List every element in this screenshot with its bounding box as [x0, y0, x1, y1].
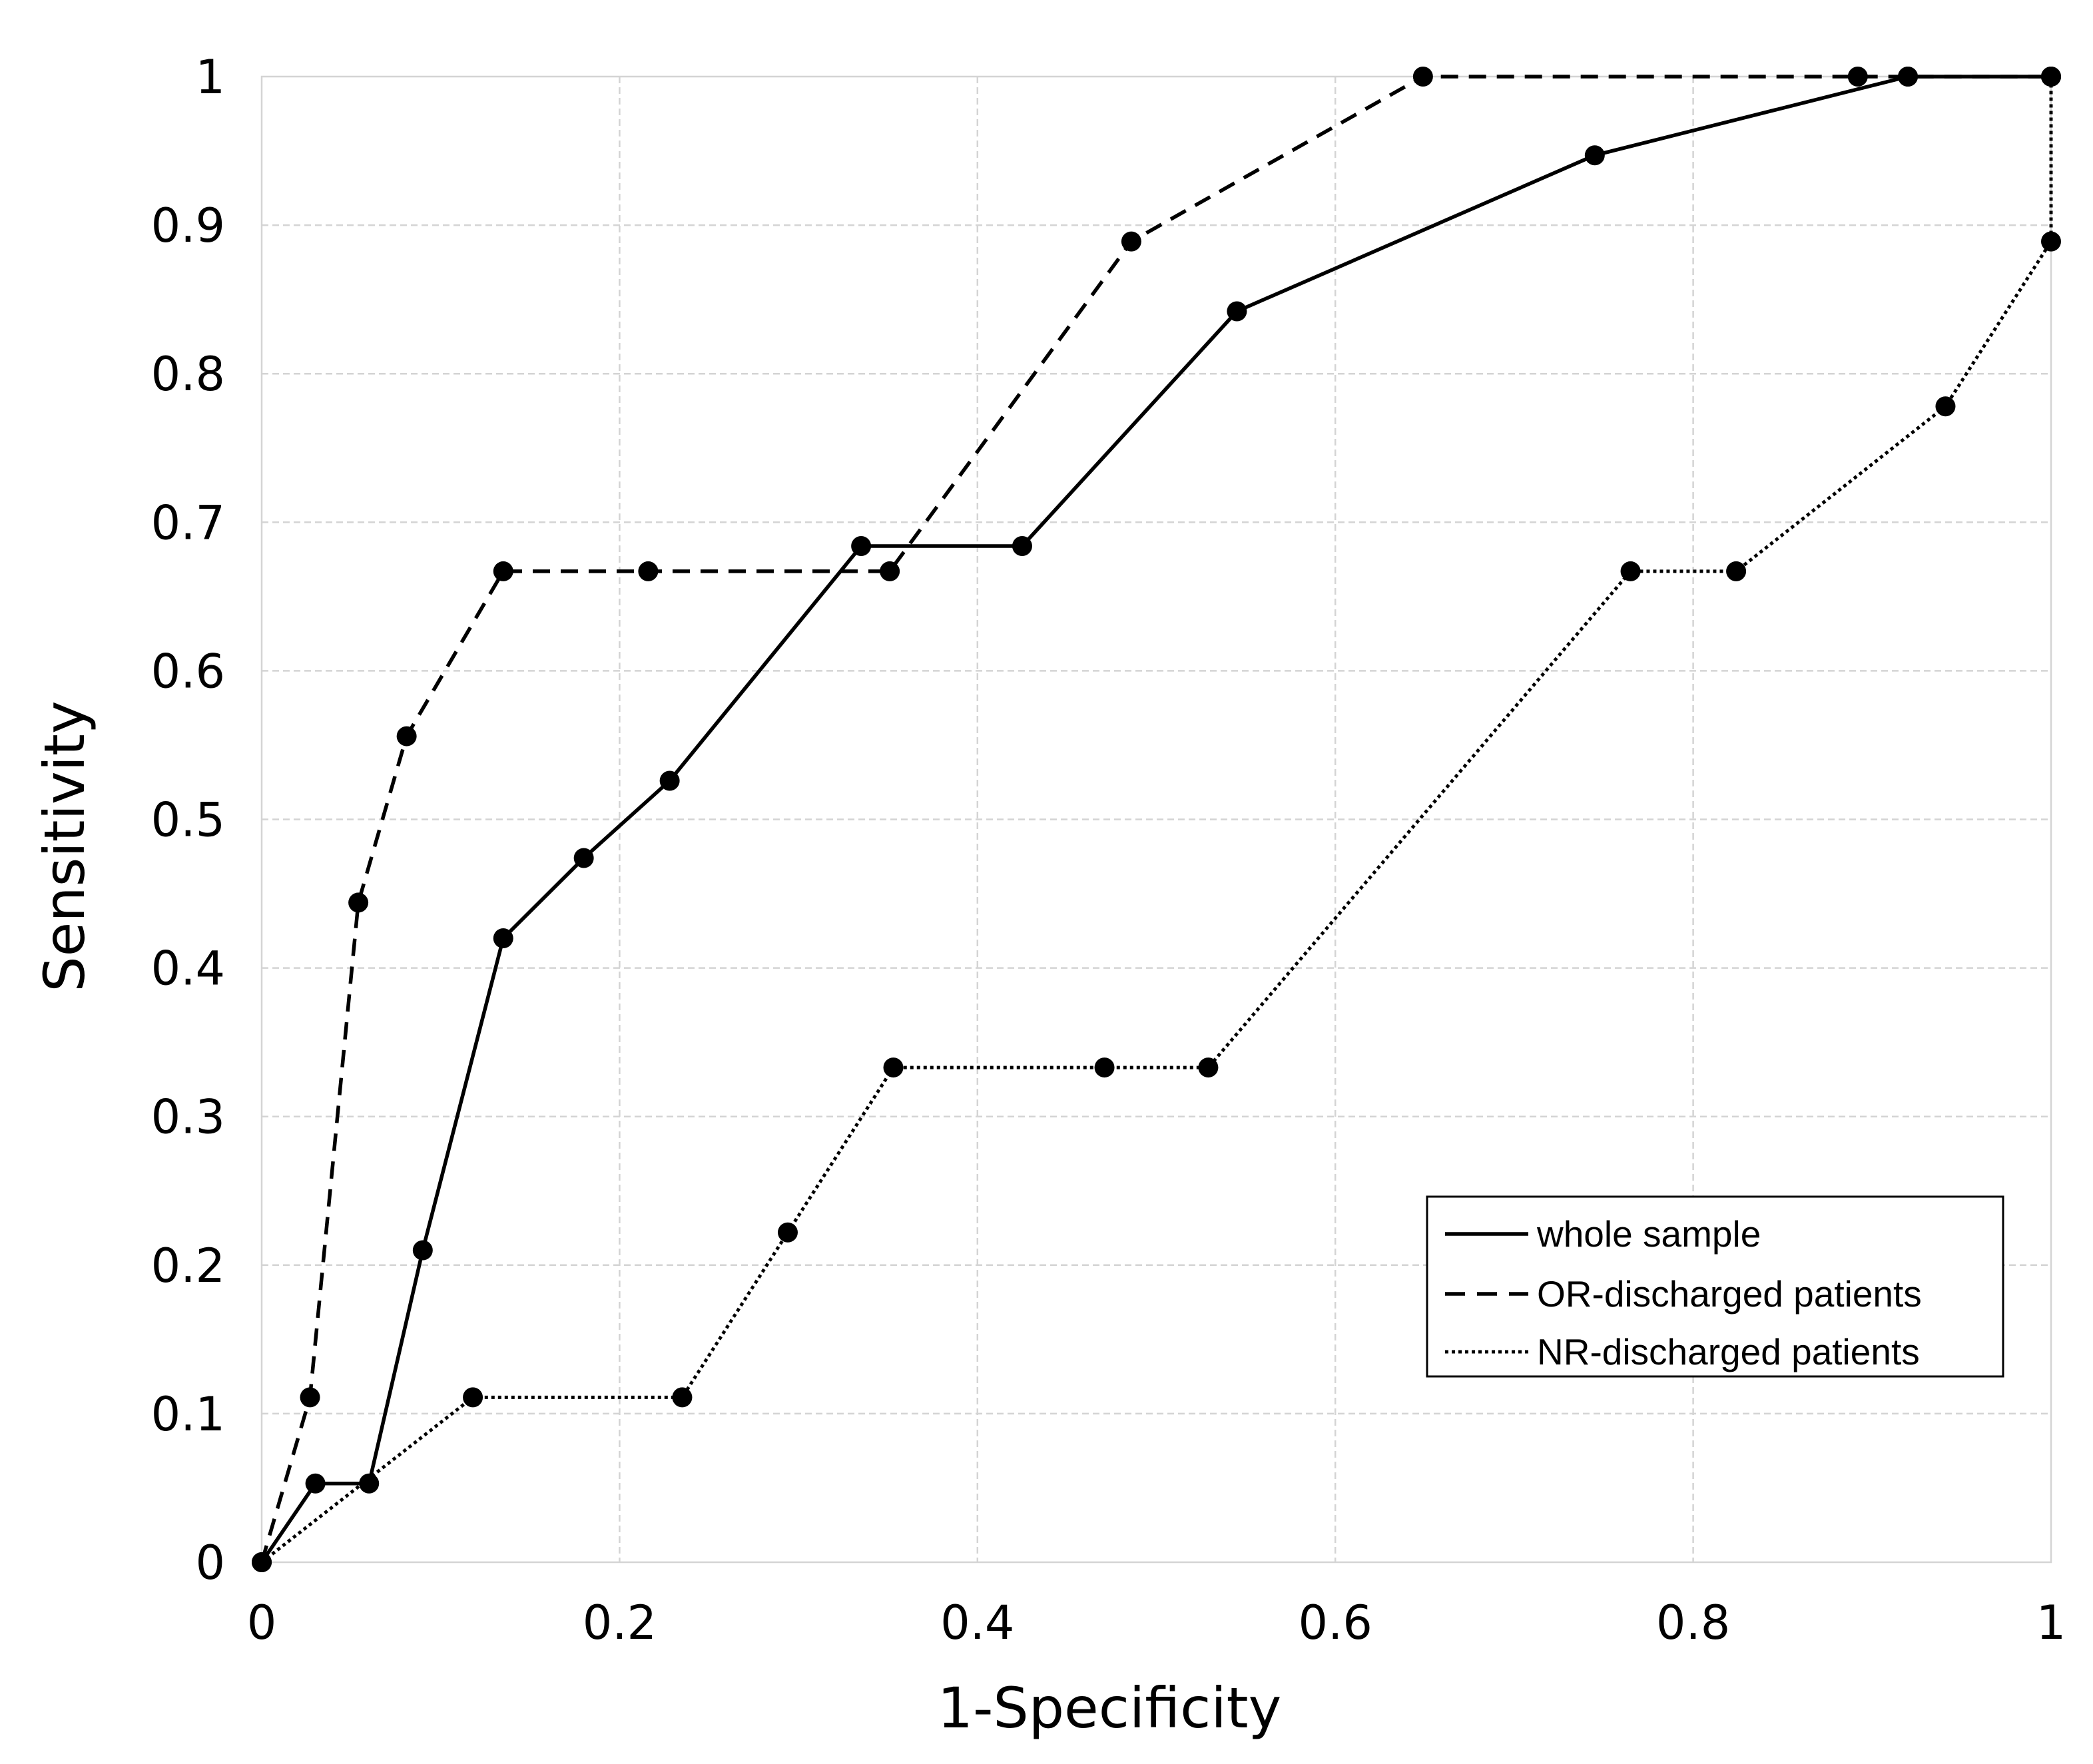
data-point [1121, 231, 1141, 252]
data-point [883, 1057, 904, 1078]
y-tick-label: 0.3 [151, 1090, 225, 1145]
x-tick-label: 0.2 [583, 1596, 657, 1650]
legend-entry: OR-discharged patients [1445, 1273, 1922, 1315]
data-point [1935, 396, 1956, 417]
data-point [1584, 145, 1605, 166]
legend-label: whole sample [1536, 1213, 1761, 1255]
data-point [638, 561, 659, 581]
data-point [1412, 67, 1433, 87]
y-tick-label: 1 [195, 50, 225, 105]
data-point [573, 848, 594, 868]
x-tick-label: 0.6 [1299, 1596, 1372, 1650]
x-tick-label: 1 [2036, 1596, 2066, 1650]
legend-label: NR-discharged patients [1537, 1331, 1920, 1372]
data-point [1227, 301, 1247, 322]
data-point [305, 1473, 326, 1494]
y-tick-label: 0.6 [151, 644, 225, 699]
series-2 [252, 67, 2061, 1572]
data-point [463, 1387, 483, 1408]
data-point [1898, 67, 1919, 87]
data-point [1847, 67, 1868, 87]
data-point [2041, 231, 2061, 252]
y-tick-label: 0.9 [151, 198, 225, 253]
data-point [493, 928, 513, 948]
legend-entries: whole sample OR-discharged patients NR-dis… [1445, 1213, 1922, 1372]
data-point [851, 535, 872, 556]
x-axis-title: 1-Specificity [938, 1675, 1282, 1741]
data-point [396, 726, 417, 746]
data-point [1094, 1057, 1115, 1078]
data-point [300, 1387, 320, 1408]
data-point [493, 561, 513, 581]
y-tick-label: 0.8 [151, 347, 225, 402]
data-point [1198, 1057, 1219, 1078]
x-tick-label: 0.8 [1656, 1596, 1730, 1650]
data-point [412, 1240, 433, 1261]
data-point [1012, 535, 1032, 556]
y-tick-label: 0.1 [151, 1387, 225, 1442]
y-tick-label: 0.5 [151, 793, 225, 848]
y-tick-label: 0.4 [151, 942, 225, 996]
legend-box [1426, 1195, 2004, 1378]
y-axis-title: Sensitivity [32, 701, 97, 992]
data-point [672, 1387, 693, 1408]
x-tick-label: 0 [247, 1596, 277, 1650]
data-point [2041, 67, 2061, 87]
y-tick-label: 0.2 [151, 1239, 225, 1293]
data-point [252, 1552, 272, 1572]
data-point [880, 561, 900, 581]
data-point [359, 1473, 380, 1494]
data-point [348, 892, 369, 913]
y-tick-label: 0.7 [151, 495, 225, 550]
x-tick-label: 0.4 [940, 1596, 1014, 1650]
legend-label: OR-discharged patients [1537, 1273, 1922, 1315]
data-point [777, 1222, 798, 1243]
legend: whole sample OR-discharged patients NR-dis… [1426, 1195, 2004, 1378]
data-point [659, 770, 680, 791]
legend-entry: whole sample [1445, 1213, 1761, 1255]
data-point [1726, 561, 1747, 581]
tick-layer: 0 0.2 0.4 0.6 0.8 1 0 0.1 0.2 0.3 0.4 0.5 0.6 0.7 0.8 0… [151, 50, 2066, 1650]
series-layer [252, 67, 2061, 1572]
legend-entry: NR-discharged patients [1445, 1331, 1920, 1372]
y-tick-label: 0 [195, 1536, 225, 1590]
data-point [1620, 561, 1641, 581]
series-line [260, 77, 2053, 1564]
